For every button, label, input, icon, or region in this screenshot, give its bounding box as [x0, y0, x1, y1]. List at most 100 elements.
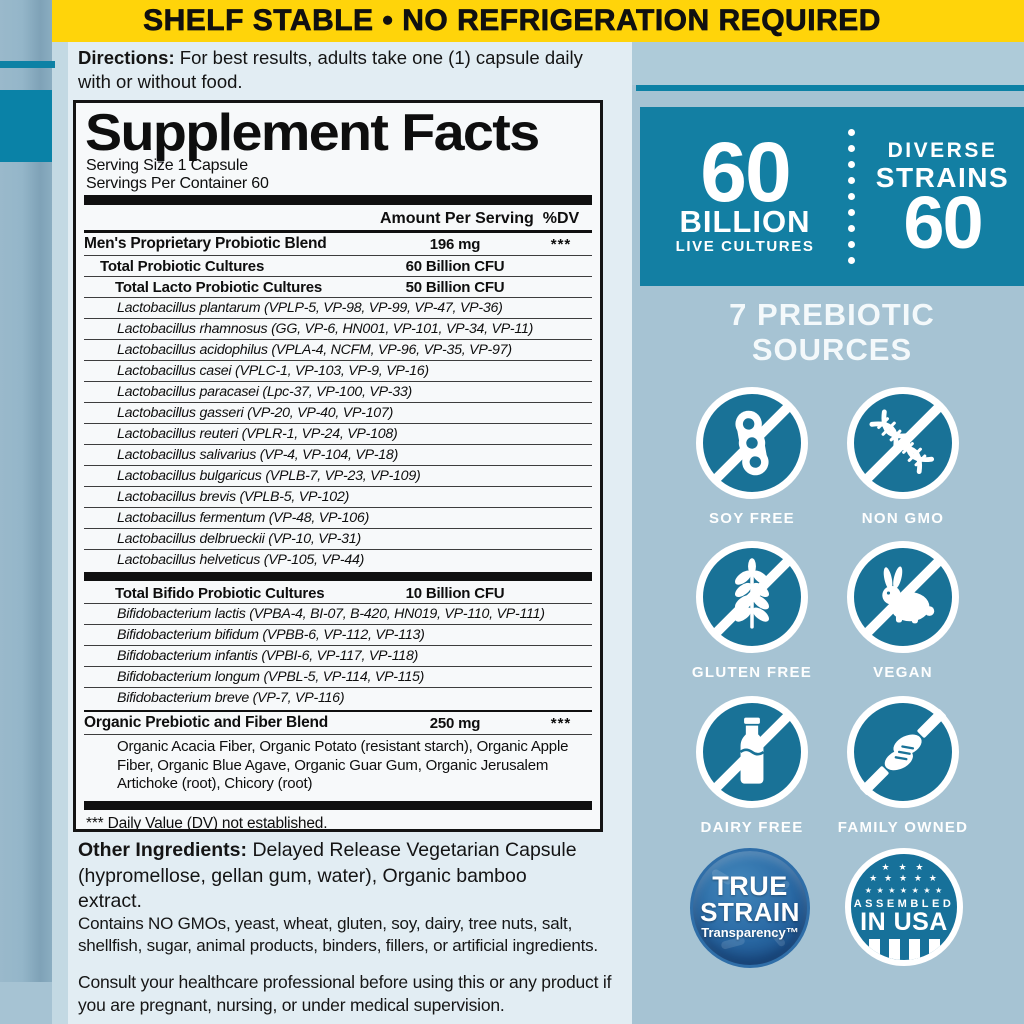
gluten-free-icon [710, 555, 794, 639]
prebiotic-heading-line2: SOURCES [751, 332, 913, 367]
table-row: Total Lacto Probiotic Cultures 50 Billion… [84, 276, 592, 297]
true-strain-line1: TRUE [712, 871, 788, 901]
divider-bar [84, 800, 592, 810]
row-name: Total Bifido Probiotic Cultures [115, 584, 325, 602]
table-row: Total Probiotic Cultures 60 Billion CFU [84, 255, 592, 276]
servings-per-container: Servings Per Container 60 [86, 174, 269, 192]
row-name: Lactobacillus casei (VPLC-1, VP-103, VP-… [117, 363, 429, 379]
dotted-divider [848, 129, 855, 264]
table-row: Men's Proprietary Probiotic Blend 196 mg *… [84, 233, 592, 255]
stars-row: ★ ★ ★ [881, 863, 927, 873]
row-name: Lactobacillus rhamnosus (GG, VP-6, HN001… [117, 321, 534, 337]
other-ingredients-paragraph: Other Ingredients: Delayed Release Veget… [78, 838, 594, 915]
row-amount: 50 Billion CFU [405, 278, 505, 296]
row-name: Total Lacto Probiotic Cultures [115, 278, 323, 296]
right-top-band [632, 42, 1024, 85]
divider-rule [84, 710, 592, 712]
directions-label: Directions: [78, 47, 175, 68]
column-percent-dv: %DV [542, 209, 580, 227]
row-dv: *** [550, 714, 572, 732]
table-row: Lactobacillus bulgaricus (VPLB-7, VP-23,… [84, 465, 592, 486]
vegan-icon [861, 555, 945, 639]
assembled-label: ASSEMBLED [853, 898, 955, 910]
row-name: Lactobacillus delbrueckii (VP-10, VP-31) [117, 531, 361, 547]
non-gmo-icon [861, 401, 945, 485]
table-row: Bifidobacterium bifidum (VPBB-6, VP-112,… [84, 624, 592, 645]
contains-statement: Contains NO GMOs, yeast, wheat, gluten, … [78, 914, 598, 955]
in-usa-label: IN USA [860, 908, 948, 936]
row-name: Lactobacillus salivarius (VP-4, VP-104, … [117, 447, 399, 463]
table-row: Bifidobacterium lactis (VPBA-4, BI-07, B… [84, 603, 592, 624]
table-row: Lactobacillus helveticus (VP-105, VP-44) [84, 549, 592, 570]
table-row: Bifidobacterium breve (VP-7, VP-116) [84, 687, 592, 708]
prebiotic-sources-heading: 7 PREBIOTIC SOURCES [640, 297, 1024, 367]
row-name: Lactobacillus paracasei (Lpc-37, VP-100,… [117, 384, 413, 400]
badge-label: DAIRY FREE [700, 819, 804, 836]
table-row: Lactobacillus gasseri (VP-20, VP-40, VP-… [84, 402, 592, 423]
row-name: Bifidobacterium bifidum (VPBB-6, VP-112,… [117, 627, 425, 643]
row-amount: 196 mg [429, 235, 481, 253]
row-name: Lactobacillus acidophilus (VPLA-4, NCFM,… [117, 342, 512, 358]
table-row: Organic Acacia Fiber, Organic Potato (re… [84, 734, 592, 799]
row-name: Total Probiotic Cultures [100, 257, 265, 275]
badge-family-owned: FAMILY OWNED [828, 696, 978, 836]
row-name: Lactobacillus brevis (VPLB-5, VP-102) [117, 489, 350, 505]
row-name: Lactobacillus helveticus (VP-105, VP-44) [117, 552, 365, 568]
live-cultures-label: LIVE CULTURES [675, 237, 815, 255]
other-ingredients-text: Delayed Release Vegetarian Capsule (hypr… [78, 839, 577, 912]
facts-rows: Men's Proprietary Probiotic Blend 196 mg *… [84, 233, 592, 829]
table-row: Lactobacillus rhamnosus (GG, VP-6, HN001… [84, 318, 592, 339]
row-name: Lactobacillus reuteri (VPLR-1, VP-24, VP… [117, 426, 398, 442]
badge-soy-free: SOY FREE [677, 387, 827, 527]
true-strain-badge: TRUE STRAIN Transparency™ [690, 848, 810, 968]
row-name: Lactobacillus fermentum (VP-48, VP-106) [117, 510, 370, 526]
badge-dairy-free: DAIRY FREE [677, 696, 827, 836]
table-row: *** Daily Value (DV) not established. [84, 812, 592, 829]
column-amount-per-serving: Amount Per Serving [380, 209, 534, 227]
left-fold-strip [52, 42, 68, 1024]
badge-gluten-free: GLUTEN FREE [677, 541, 827, 681]
table-row: Lactobacillus acidophilus (VPLA-4, NCFM,… [84, 339, 592, 360]
banner-text: SHELF STABLE • NO REFRIGERATION REQUIRED [143, 4, 881, 38]
strains-count: 60 [903, 181, 983, 264]
potency-callout: 60 BILLION LIVE CULTURES DIVERSE STRAINS… [640, 107, 1024, 286]
table-row: Lactobacillus brevis (VPLB-5, VP-102) [84, 486, 592, 507]
badge-label: VEGAN [873, 664, 933, 681]
row-name: Organic Acacia Fiber, Organic Potato (re… [117, 738, 569, 792]
stars-row: ★ ★ ★ ★ ★ [869, 874, 939, 884]
facts-header-row: Amount Per Serving %DV [84, 207, 592, 233]
directions-text: For best results, adults take one (1) ca… [78, 47, 583, 92]
diverse-label: DIVERSE [887, 139, 998, 162]
row-amount: 60 Billion CFU [405, 257, 505, 275]
left-teal-stripe [0, 61, 55, 68]
table-row: Lactobacillus fermentum (VP-48, VP-106) [84, 507, 592, 528]
billion-label: BILLION [679, 203, 811, 239]
supplement-facts-title: Supplement Facts [85, 104, 540, 162]
stars-row: ★ ★ ★ ★ ★ ★ ★ [864, 886, 944, 895]
row-amount: 10 Billion CFU [405, 584, 505, 602]
table-row: Lactobacillus casei (VPLC-1, VP-103, VP-… [84, 360, 592, 381]
diverse-strains-count: DIVERSE STRAINS 60 [861, 139, 1024, 264]
prebiotic-heading-line1: 7 PREBIOTIC [729, 297, 935, 332]
row-name: Lactobacillus bulgaricus (VPLB-7, VP-23,… [117, 468, 421, 484]
table-row: Bifidobacterium longum (VPBL-5, VP-114, … [84, 666, 592, 687]
count-60: 60 [700, 124, 791, 219]
badge-label: FAMILY OWNED [837, 819, 969, 836]
live-cultures-count: 60 BILLION LIVE CULTURES [650, 124, 840, 255]
badge-label: GLUTEN FREE [691, 664, 813, 681]
table-row: Total Bifido Probiotic Cultures 10 Billio… [84, 583, 592, 603]
row-dv: *** [550, 235, 572, 253]
badge-label: SOY FREE [709, 510, 795, 527]
serving-size: Serving Size 1 Capsule [86, 157, 248, 174]
divider-bar [84, 572, 592, 581]
strains-label: STRAINS [875, 162, 1010, 193]
badge-vegan: VEGAN [828, 541, 978, 681]
badge-non-gmo: NON GMO [828, 387, 978, 527]
table-row: Organic Prebiotic and Fiber Blend 250 mg *… [84, 712, 592, 734]
row-name: Lactobacillus gasseri (VP-20, VP-40, VP-… [117, 405, 394, 421]
row-name: Men's Proprietary Probiotic Blend [84, 235, 327, 252]
table-row: Lactobacillus plantarum (VPLP-5, VP-98, … [84, 297, 592, 318]
supplement-facts-panel: Supplement Facts Serving Size 1 Capsule … [73, 100, 603, 832]
true-strain-line2: STRAIN [700, 897, 800, 927]
table-row: Lactobacillus paracasei (Lpc-37, VP-100,… [84, 381, 592, 402]
